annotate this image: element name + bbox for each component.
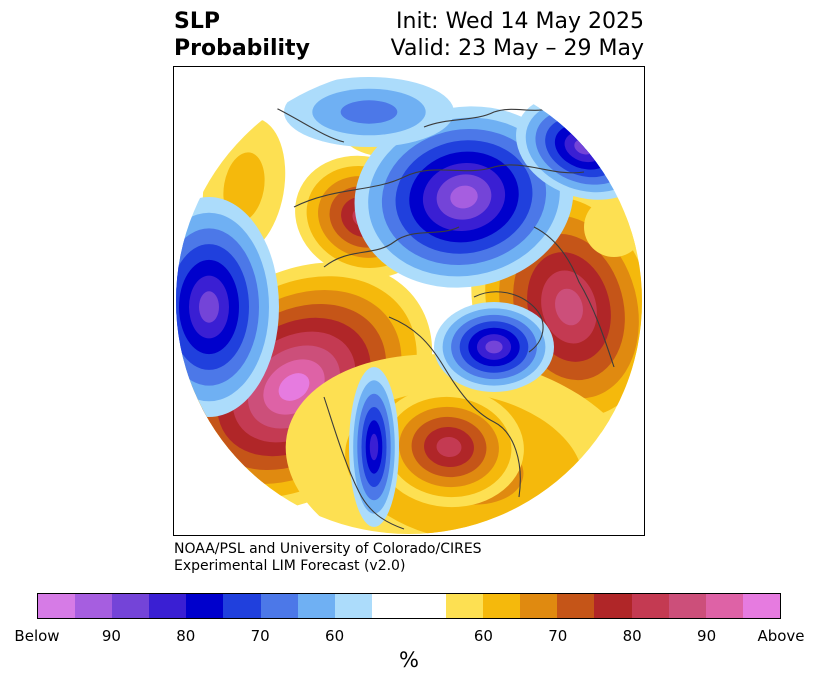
colorbar-segment — [149, 594, 187, 618]
coastline-segment — [323, 226, 460, 268]
colorbar-segment — [742, 594, 780, 618]
credit-text: NOAA/PSL and University of Colorado/CIRE… — [174, 541, 482, 575]
colorbar-segment — [483, 594, 521, 618]
coastlines — [273, 106, 615, 530]
colorbar-tick-label: 80 — [176, 627, 196, 645]
coastline-segment — [273, 106, 345, 143]
colorbar-tick-label: Below — [14, 627, 60, 645]
map-title: SLP Probability — [174, 8, 310, 62]
colorbar-segment — [38, 594, 76, 618]
colorbar-segment — [186, 594, 224, 618]
colorbar-unit: % — [399, 648, 419, 672]
coastline-segment — [473, 291, 544, 353]
colorbar-segment — [223, 594, 261, 618]
title-line1: SLP — [174, 9, 220, 34]
colorbar-segment — [705, 594, 743, 618]
below-region-north-america — [434, 302, 554, 392]
colorbar-tick-label: 90 — [697, 627, 717, 645]
colorbar-tick-label: Above — [757, 627, 805, 645]
below-region-western-us — [349, 367, 399, 527]
colorbar-tick-label: 70 — [250, 627, 270, 645]
below-region-west-edge — [176, 197, 279, 417]
colorbar-tick-label: 80 — [622, 627, 642, 645]
probability-map — [173, 66, 645, 536]
colorbar-neutral-segment — [371, 594, 447, 618]
colorbar-tick-label: 60 — [473, 627, 493, 645]
colorbar-segment — [112, 594, 150, 618]
colorbar-segment — [260, 594, 298, 618]
polar-map-svg — [176, 68, 642, 534]
colorbar-segment — [594, 594, 632, 618]
colorbar-tick-labels: Below 90 80 70 60 60 70 80 90 Above — [0, 627, 819, 647]
colorbar-segment — [446, 594, 484, 618]
coastline-segment — [388, 316, 521, 498]
probability-field — [176, 68, 642, 534]
colorbar-segment — [75, 594, 113, 618]
coastline-segment — [293, 164, 585, 208]
colorbar — [37, 593, 781, 619]
colorbar-segment — [631, 594, 669, 618]
valid-range: Valid: 23 May – 29 May — [390, 36, 644, 61]
colorbar-segment — [520, 594, 558, 618]
colorbar-segment — [297, 594, 335, 618]
above-region-eastern-us — [374, 386, 524, 508]
colorbar-tick-label: 70 — [548, 627, 568, 645]
colorbar-segment — [334, 594, 372, 618]
coastline-segment — [533, 226, 615, 368]
init-date: Init: Wed 14 May 2025 — [396, 9, 644, 34]
title-line2: Probability — [174, 36, 310, 61]
below-region-polar-edge — [284, 77, 454, 147]
colorbar-tick-label: 60 — [325, 627, 345, 645]
forecast-dates: Init: Wed 14 May 2025 Valid: 23 May – 29… — [391, 8, 644, 62]
coastline-segment — [323, 396, 405, 530]
credit-line1: NOAA/PSL and University of Colorado/CIRE… — [174, 541, 482, 557]
below-region-arctic — [354, 106, 574, 288]
credit-line2: Experimental LIM Forecast (v2.0) — [174, 558, 406, 574]
colorbar-segment — [557, 594, 595, 618]
colorbar-tick-label: 90 — [101, 627, 121, 645]
coastline-segment — [423, 106, 555, 128]
above-region-scandinavia-edge — [584, 197, 642, 257]
colorbar-segment — [668, 594, 706, 618]
